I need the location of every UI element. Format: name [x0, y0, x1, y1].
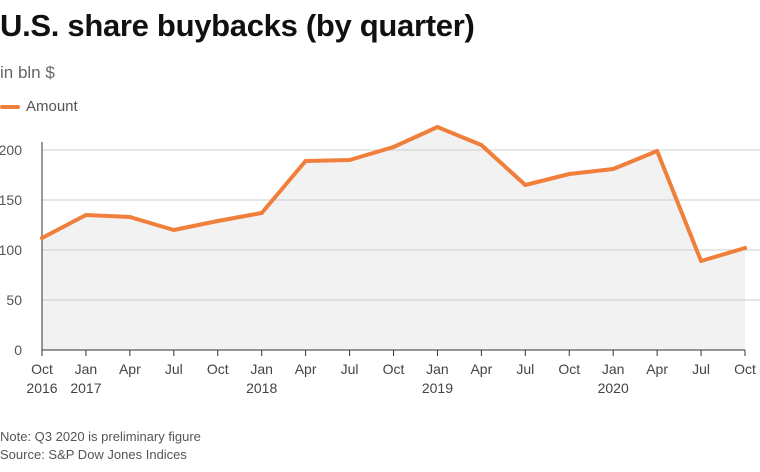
- data-point: [171, 228, 176, 232]
- data-point: [435, 125, 440, 129]
- x-tick-label: Jul: [692, 361, 710, 377]
- x-tick-label: Oct: [558, 361, 580, 377]
- x-tick-label: Oct: [734, 361, 756, 377]
- x-tick-label: Oct: [383, 361, 405, 377]
- x-tick-year-label: 2016: [26, 380, 57, 396]
- x-tick-label: Apr: [646, 361, 668, 377]
- x-tick-label: Apr: [119, 361, 141, 377]
- data-point: [127, 215, 132, 219]
- data-point: [391, 145, 396, 149]
- x-tick-year-label: 2018: [246, 380, 277, 396]
- x-tick-label: Jan: [602, 361, 625, 377]
- area-fill: [42, 127, 745, 350]
- data-point: [655, 149, 660, 153]
- data-point: [83, 213, 88, 217]
- x-tick-label: Jul: [516, 361, 534, 377]
- x-tick-year-label: 2017: [70, 380, 101, 396]
- x-tick-label: Apr: [295, 361, 317, 377]
- x-tick-year-label: 2020: [598, 380, 629, 396]
- footnote: Note: Q3 2020 is preliminary figure: [0, 429, 201, 444]
- x-tick-label: Jan: [75, 361, 98, 377]
- legend: Amount: [0, 98, 78, 115]
- y-tick-label: 100: [0, 242, 22, 258]
- x-tick-label: Oct: [31, 361, 53, 377]
- data-point: [567, 172, 572, 176]
- y-tick-label: 0: [14, 342, 22, 358]
- x-tick-label: Apr: [470, 361, 492, 377]
- data-point: [215, 219, 220, 223]
- data-point: [479, 143, 484, 147]
- data-point: [611, 167, 616, 171]
- source-note: Source: S&P Dow Jones Indices: [0, 447, 187, 462]
- data-point: [699, 259, 704, 263]
- x-tick-label: Jul: [341, 361, 359, 377]
- y-tick-label: 50: [6, 292, 22, 308]
- legend-swatch: [0, 104, 20, 109]
- x-tick-label: Oct: [207, 361, 229, 377]
- x-tick-label: Jan: [426, 361, 449, 377]
- data-point: [743, 246, 747, 250]
- chart-title: U.S. share buybacks (by quarter): [0, 8, 475, 43]
- x-tick-year-label: 2019: [422, 380, 453, 396]
- data-point: [347, 158, 352, 162]
- y-tick-label: 200: [0, 142, 22, 158]
- y-tick-label: 150: [0, 192, 22, 208]
- legend-label: Amount: [26, 98, 78, 115]
- chart-subtitle: in bln $: [0, 63, 55, 82]
- x-tick-label: Jan: [250, 361, 273, 377]
- data-point: [259, 211, 264, 215]
- x-tick-label: Jul: [165, 361, 183, 377]
- data-point: [523, 183, 528, 187]
- data-point: [303, 159, 308, 163]
- data-point: [40, 236, 44, 240]
